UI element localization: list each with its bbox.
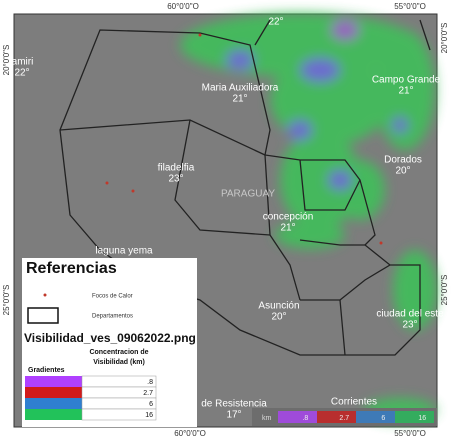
- legend-item: Departamentos: [92, 314, 133, 320]
- city-name: Maria Auxiliadora: [202, 83, 279, 94]
- colorbar-unit: km: [262, 415, 272, 422]
- colorbar-label: 2.7: [339, 415, 349, 422]
- colorbar-label: 16: [418, 415, 426, 422]
- legend-title: Referencias: [26, 260, 117, 277]
- coord-label: 60°0'0"O: [167, 2, 199, 11]
- city-temp: 17°: [226, 410, 241, 421]
- table-header: Concentracion de Visibilidad (km): [89, 349, 149, 366]
- coord-label: 25°0'0"S: [440, 275, 449, 306]
- country-label: PARAGUAY: [221, 189, 275, 200]
- city-name: Corrientes: [331, 397, 377, 408]
- city-temp: 21°: [232, 94, 247, 105]
- coord-label: 20°0'0"S: [440, 23, 449, 54]
- city-name: filadelfia: [158, 163, 195, 174]
- legend-file: Visibilidad_ves_09062022.png: [24, 331, 196, 345]
- city-temp: 23°: [168, 174, 183, 185]
- gradient-label: 2.7: [143, 390, 153, 397]
- coord-label: 25°0'0"S: [2, 285, 11, 316]
- legend: Referencias Focos de Calor Departamentos…: [22, 258, 197, 427]
- heat-foci: [105, 33, 383, 245]
- city-name: laguna yema: [95, 246, 153, 257]
- table-header: Gradientes: [28, 367, 65, 374]
- city-name: Campo Grande: [372, 75, 441, 86]
- colorbar-segment: [278, 411, 317, 423]
- table-cell: [81, 375, 157, 388]
- city-temp: 23°: [402, 320, 417, 331]
- city-name: ciudad del este: [376, 309, 444, 320]
- coord-label: 55°0'0"O: [394, 429, 426, 438]
- gradient-label: .8: [147, 379, 153, 386]
- city-name: Asunción: [258, 301, 299, 312]
- gradient-swatch: [25, 376, 82, 387]
- gradient-label: 16: [145, 412, 153, 419]
- city-name: Dorados: [384, 155, 422, 166]
- colorbar-segment: [395, 411, 434, 423]
- colorbar-label: 6: [381, 415, 385, 422]
- gradient-swatch: [25, 398, 82, 409]
- city-temp: 21°: [398, 86, 413, 97]
- city-name: concepción: [263, 212, 314, 223]
- legend-rows: .8 2.7 6 16: [25, 375, 157, 421]
- coord-label: 60°0'0"O: [174, 429, 206, 438]
- coord-label: 20°0'0"S: [2, 45, 11, 76]
- city-name: camiri: [7, 57, 34, 68]
- gradient-label: 6: [149, 401, 153, 408]
- visibility-overlay: [180, 13, 437, 422]
- gradient-swatch: [25, 409, 82, 420]
- colorbar-label: .8: [302, 415, 308, 422]
- city-temp: 21°: [280, 223, 295, 234]
- gradient-swatch: [25, 387, 82, 398]
- table-header-box: Concentracion de Visibilidad (km): [89, 349, 149, 366]
- heat-focus-symbol: [43, 293, 47, 297]
- colorbar-segment: [356, 411, 395, 423]
- coord-label: 55°0'0"O: [394, 2, 426, 11]
- city-name: de Resistencia: [201, 399, 267, 410]
- colorbar-segment: [317, 411, 356, 423]
- department-symbol: [27, 307, 59, 324]
- legend-item: Focos de Calor: [92, 294, 133, 300]
- city-temp: 20°: [395, 166, 410, 177]
- city-temp: 22°: [268, 17, 283, 28]
- colorbar: km .8 2.7 6 16: [252, 408, 437, 426]
- city-temp: 22°: [14, 68, 29, 79]
- table-cell: [81, 397, 157, 410]
- city-temp: 20°: [271, 312, 286, 323]
- table-cell: [81, 408, 157, 421]
